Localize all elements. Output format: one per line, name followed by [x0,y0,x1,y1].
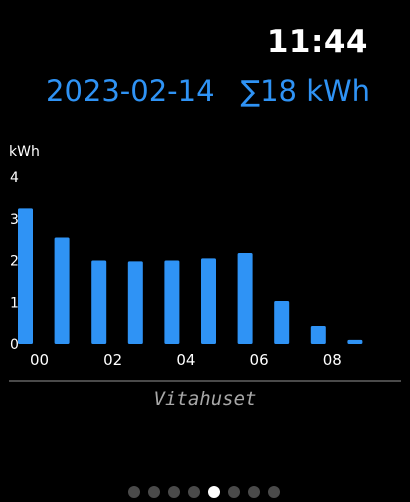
page-dot[interactable] [268,486,280,498]
page-indicator [128,486,280,498]
page-dot[interactable] [168,486,180,498]
bar-hour-01 [54,237,70,344]
page-dot[interactable] [148,486,160,498]
x-tick-label: 08 [323,351,342,369]
y-tick-label: 4 [10,170,19,186]
y-tick-label: 2 [10,254,19,270]
bar-hour-00 [18,208,33,344]
location-label: Vitahuset [153,388,257,410]
x-tick-label: 00 [30,351,49,369]
page-dot[interactable] [128,486,140,498]
total-energy-label: ∑18 kWh [240,74,371,108]
y-tick-label: 0 [10,337,19,353]
bar-hour-07 [274,300,290,344]
y-axis-unit-label: kWh [9,144,40,160]
bar-hour-09 [347,339,363,344]
page-dot[interactable] [228,486,240,498]
energy-bar-chart: kWh 4 3 2 1 0 00 02 04 06 08 [9,144,363,369]
date-label: 2023-02-14 [46,74,215,108]
bar-hour-03 [127,261,143,344]
bar-hour-05 [201,258,216,344]
page-dot[interactable] [188,486,200,498]
clock-time: 11:44 [266,24,368,60]
y-tick-label: 3 [10,212,19,228]
summary-header: 2023-02-14 ∑18 kWh [46,74,370,108]
bar-hour-04 [164,260,180,344]
bar-hour-06 [237,252,253,344]
page-dot[interactable] [208,486,220,498]
divider [9,380,401,382]
page-dot[interactable] [248,486,260,498]
bar-hour-08 [310,326,326,344]
x-tick-label: 02 [103,351,122,369]
bar-hour-02 [91,260,107,344]
x-tick-label: 06 [250,351,269,369]
y-tick-label: 1 [10,295,19,311]
x-tick-label: 04 [176,351,195,369]
